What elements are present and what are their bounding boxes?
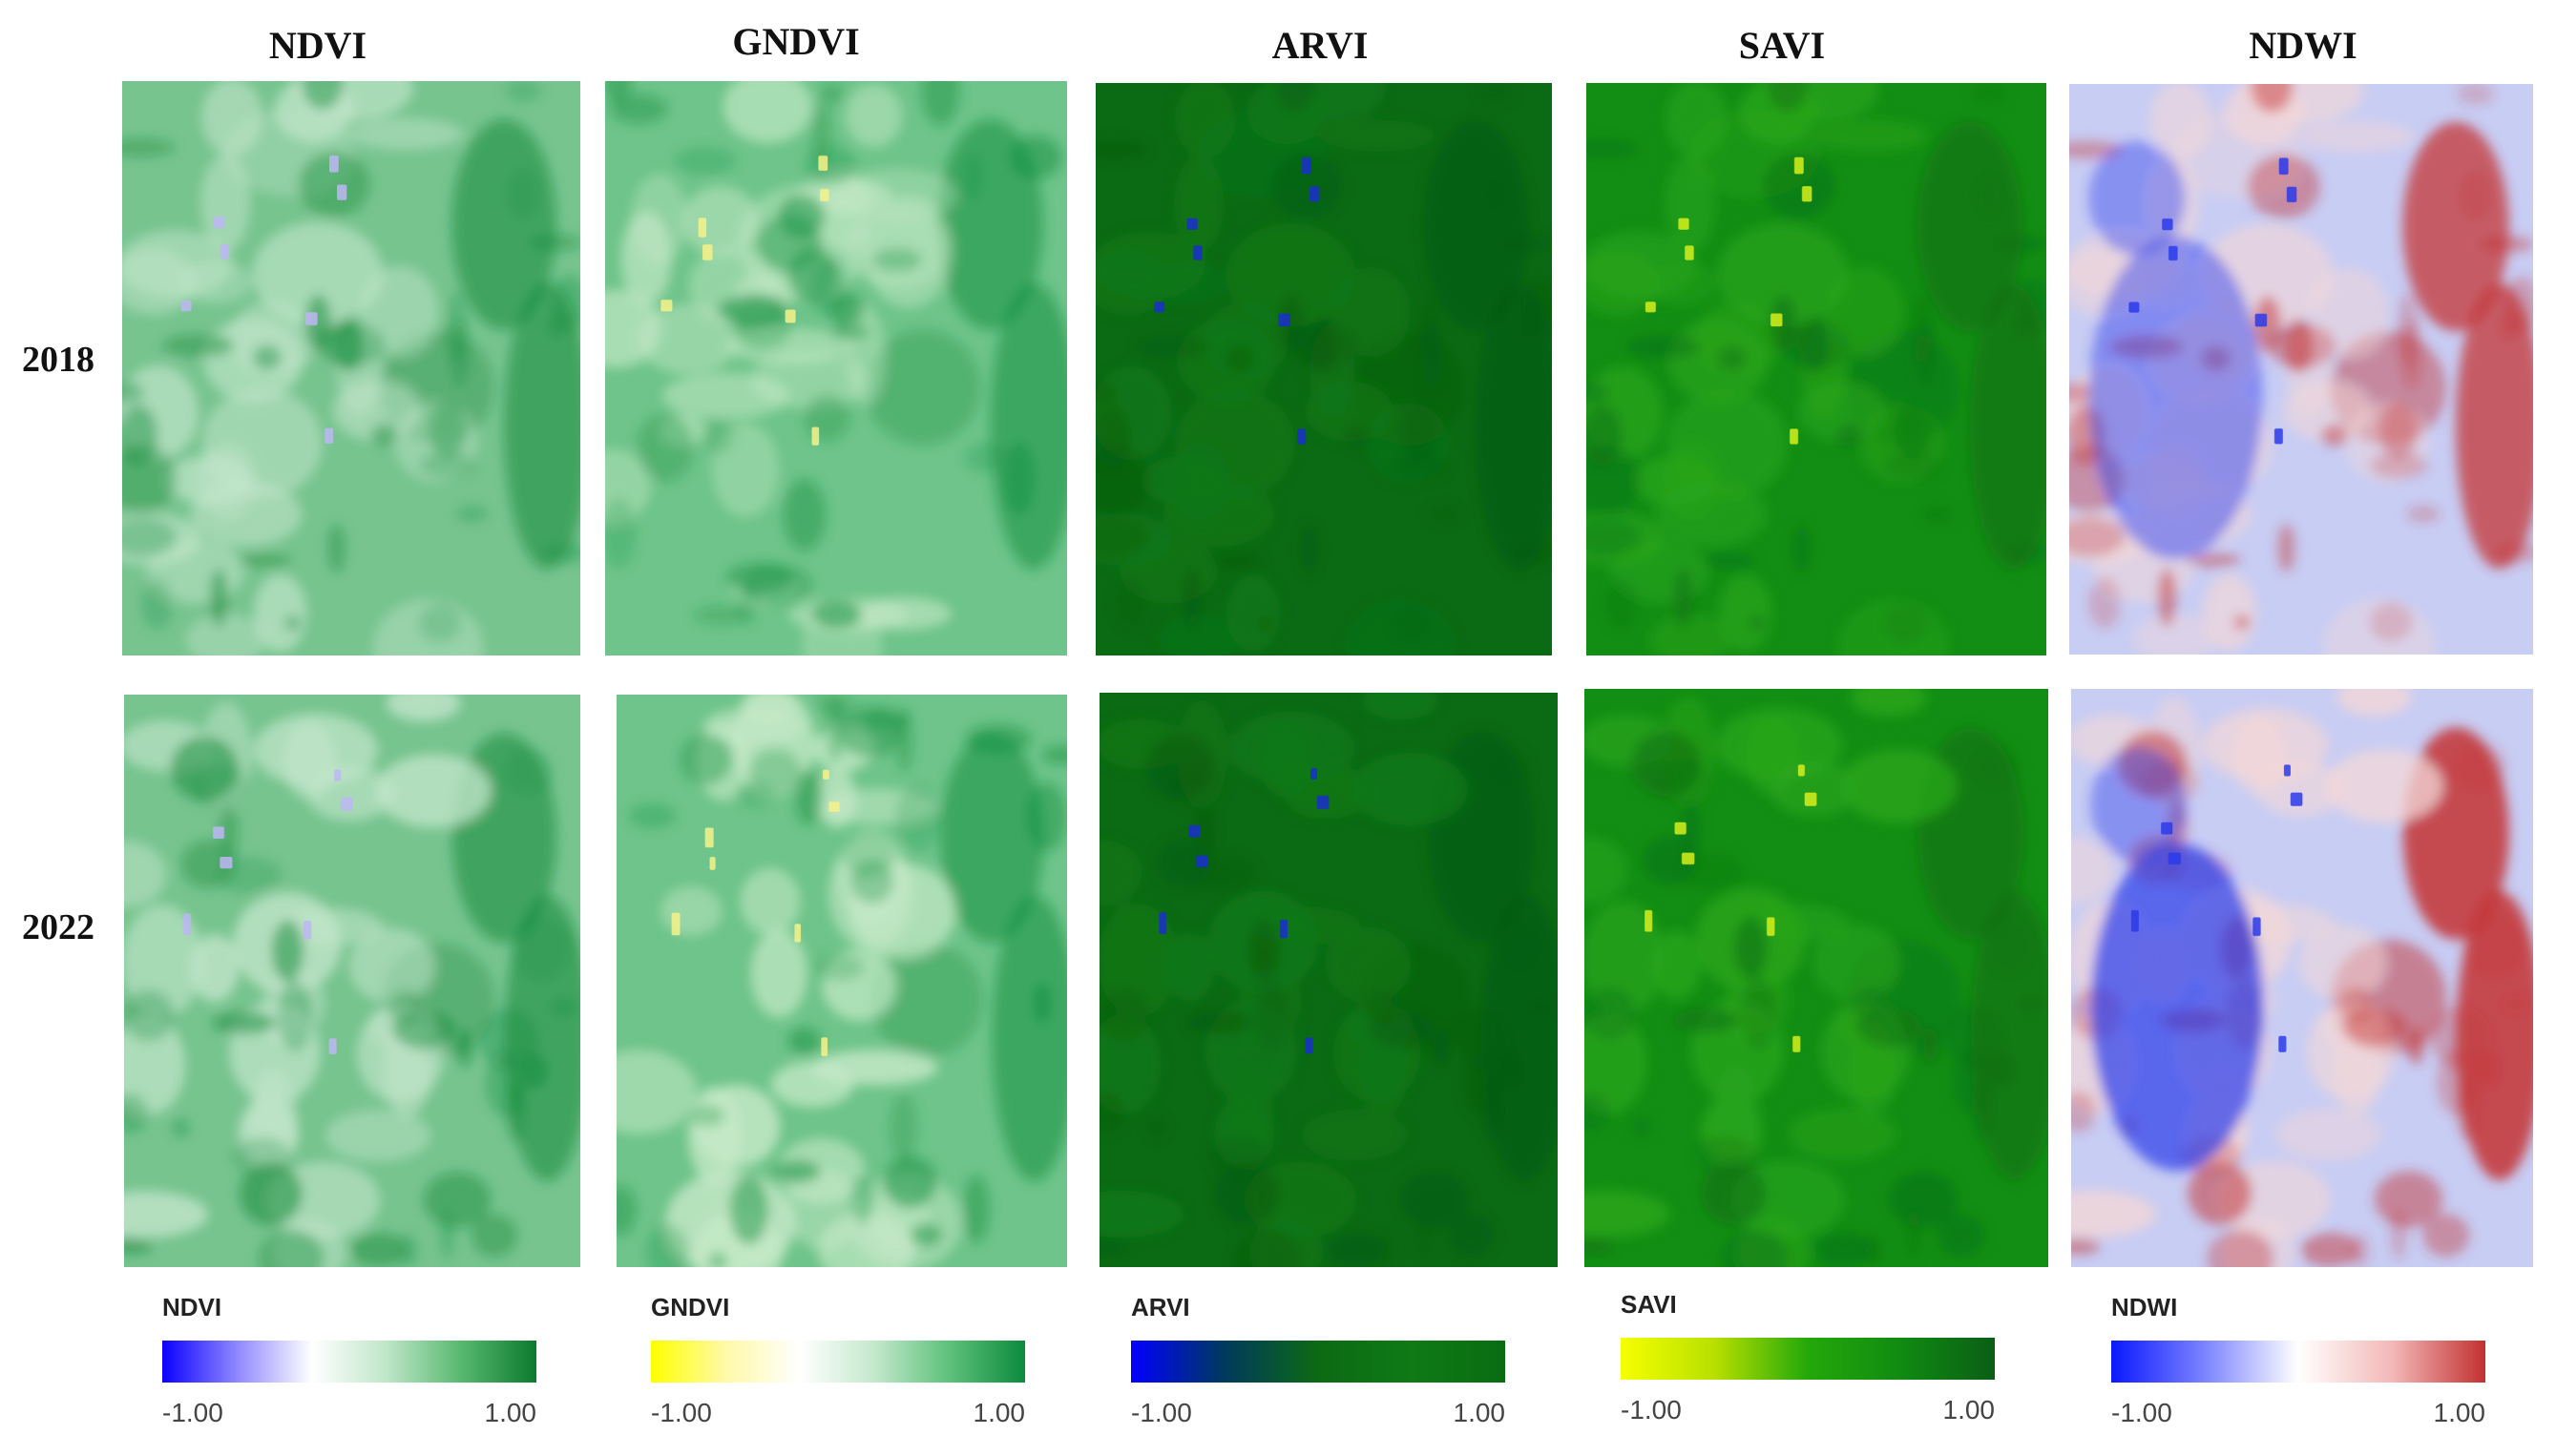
column-title-arvi: ARVI [1271,24,1369,67]
legend-gndvi: GNDVI -1.00 1.00 [651,1293,1033,1446]
legend-color-ramp [1131,1341,1505,1383]
legend-ndvi: NDVI -1.00 1.00 [162,1293,544,1446]
legend-title: NDVI [162,1293,222,1321]
map-ndwi-2018 [2069,84,2533,655]
map-gndvi-2022 [617,695,1067,1267]
legend-min-label: -1.00 [1621,1395,1682,1425]
column-title-savi: SAVI [1738,24,1826,67]
map-ndwi-2022 [2071,689,2533,1267]
legend-color-ramp [651,1341,1025,1383]
legend-min-label: -1.00 [2111,1398,2172,1427]
column-title-ndwi: NDWI [2249,24,2357,67]
legend-savi: SAVI -1.00 1.00 [1621,1290,2002,1443]
legend-title: ARVI [1131,1293,1190,1321]
legend-color-ramp [162,1341,536,1383]
legend-max-label: 1.00 [1942,1395,1996,1425]
map-ndvi-2022 [124,695,580,1267]
legend-min-label: -1.00 [162,1398,223,1427]
legend-ndwi: NDWI -1.00 1.00 [2111,1293,2493,1446]
map-ndvi-2018 [122,81,580,655]
map-savi-2022 [1584,689,2048,1267]
legend-min-label: -1.00 [1131,1398,1192,1427]
legend-arvi: ARVI -1.00 1.00 [1131,1293,1513,1446]
legend-max-label: 1.00 [973,1398,1026,1427]
column-title-ndvi: NDVI [268,24,367,67]
legend-max-label: 1.00 [484,1398,537,1427]
map-arvi-2022 [1100,693,1558,1267]
column-title-gndvi: GNDVI [732,20,860,63]
map-arvi-2018 [1096,83,1552,655]
legend-max-label: 1.00 [2433,1398,2486,1427]
legend-title: GNDVI [651,1293,730,1321]
legend-color-ramp [2111,1341,2485,1383]
legend-title: SAVI [1621,1290,1677,1319]
legend-color-ramp [1621,1338,1995,1380]
map-savi-2018 [1586,83,2046,655]
row-label-2022: 2022 [22,907,94,947]
legend-min-label: -1.00 [651,1398,712,1427]
legend-title: NDWI [2111,1293,2178,1321]
row-label-2018: 2018 [22,340,94,380]
map-gndvi-2018 [605,81,1067,655]
legend-max-label: 1.00 [1453,1398,1506,1427]
